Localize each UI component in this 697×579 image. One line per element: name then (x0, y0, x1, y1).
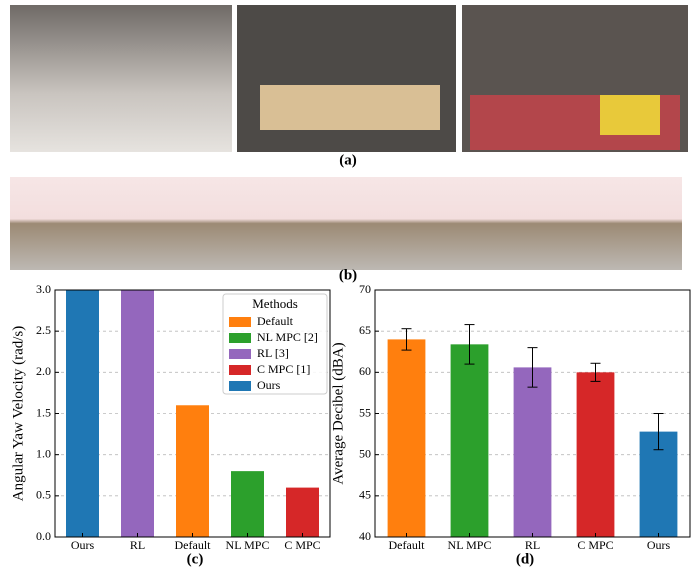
bar (513, 367, 552, 537)
panel-label: (d) (516, 551, 534, 567)
panel-label: (c) (187, 551, 204, 567)
legend-swatch (229, 317, 251, 327)
legend-swatch (229, 381, 251, 391)
y-tick-label: 70 (359, 282, 371, 296)
x-tick-label: RL (525, 538, 540, 552)
y-axis-label: Angular Yaw Velocity (rad/s) (10, 326, 26, 502)
y-tick-label: 0.0 (36, 529, 51, 543)
bar (66, 290, 99, 537)
y-tick-label: 50 (359, 446, 371, 460)
x-tick-label: RL (130, 538, 145, 552)
x-tick-label: NL MPC (226, 538, 270, 552)
photo (10, 177, 178, 270)
axes-frame (374, 289, 691, 538)
y-tick-label: 45 (359, 488, 371, 502)
legend-label: C MPC [1] (257, 362, 310, 376)
y-tick-label: 1.0 (36, 446, 51, 460)
y-tick-label: 1.5 (36, 405, 51, 419)
photos-a (10, 5, 688, 152)
error-bar (401, 328, 412, 351)
legend-swatch (229, 349, 251, 359)
axes-frame (54, 289, 331, 538)
error-bar (527, 347, 538, 388)
photo (514, 177, 682, 270)
blocks (600, 95, 660, 135)
x-tick-label: Ours (647, 538, 671, 552)
legend-label: Ours (257, 378, 281, 392)
y-tick-label: 0.5 (36, 488, 51, 502)
legend-label: Default (257, 314, 294, 328)
y-tick-label: 55 (359, 405, 371, 419)
panel-label: (b) (339, 267, 357, 283)
y-tick-label: 65 (359, 323, 371, 337)
bar (387, 339, 426, 537)
x-tick-label: NL MPC (448, 538, 492, 552)
photos-b (10, 177, 682, 270)
x-tick-label: C MPC (284, 538, 320, 552)
x-tick-label: Default (389, 538, 426, 552)
y-tick-label: 2.5 (36, 323, 51, 337)
error-bar (464, 324, 475, 365)
photo (346, 177, 514, 270)
bar (576, 372, 615, 537)
legend-swatch (229, 333, 251, 343)
bar (450, 344, 489, 537)
x-tick-label: Default (175, 538, 212, 552)
bar (121, 290, 154, 537)
bar (286, 487, 319, 537)
photo (178, 177, 346, 270)
legend-label: RL [3] (257, 346, 289, 360)
legend-swatch (229, 365, 251, 375)
legend-label: NL MPC [2] (257, 330, 318, 344)
bar (231, 471, 264, 537)
y-tick-label: 60 (359, 364, 371, 378)
y-tick-label: 2.0 (36, 364, 51, 378)
x-tick-label: C MPC (577, 538, 613, 552)
wood (260, 85, 440, 130)
error-bar (653, 413, 664, 451)
x-tick-label: Ours (71, 538, 95, 552)
y-tick-label: 3.0 (36, 282, 51, 296)
y-tick-label: 40 (359, 529, 371, 543)
panel-label: (a) (339, 152, 357, 168)
bar (176, 405, 209, 537)
error-bar (590, 362, 601, 382)
photo (10, 5, 232, 152)
legend-title: Methods (252, 296, 298, 311)
y-axis-label: Average Decibel (dBA) (330, 342, 346, 484)
